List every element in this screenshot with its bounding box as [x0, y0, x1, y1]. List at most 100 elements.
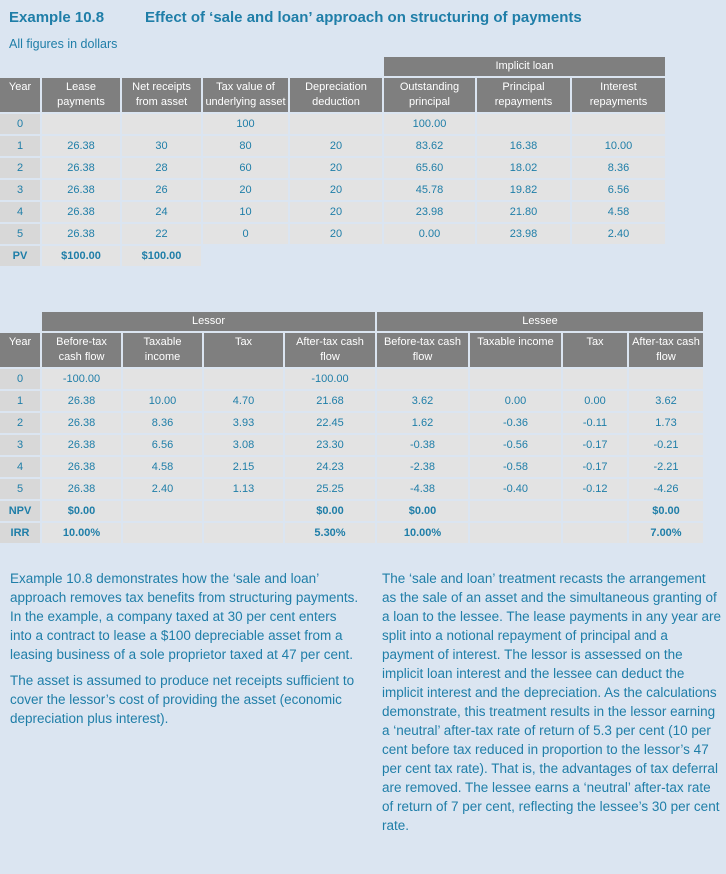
column-header: Tax	[563, 333, 627, 367]
table-cell: 45.78	[384, 180, 475, 200]
table-cell: -0.36	[470, 413, 561, 433]
row-label: 3	[0, 180, 40, 200]
table-cell: 26.38	[42, 435, 121, 455]
table-cell: 10.00%	[42, 523, 121, 543]
table-cell	[563, 523, 627, 543]
table-cell: $0.00	[285, 501, 375, 521]
table-cell: 0.00	[384, 224, 475, 244]
table-cell: 1.13	[204, 479, 283, 499]
table-cell: 30	[122, 136, 201, 156]
table-cell: 10.00%	[377, 523, 468, 543]
left-text-column: Example 10.8 demonstrates how the ‘sale …	[10, 569, 360, 735]
table-cell: 26.38	[42, 413, 121, 433]
table-cell: 10	[203, 202, 288, 222]
table-row: IRR 10.00% 5.30% 10.00% 7.00%	[0, 523, 703, 543]
row-label: 5	[0, 479, 40, 499]
column-header: Depreciation deduction	[290, 78, 382, 112]
table-row: 1 26.38 30 80 20 83.62 16.38 10.00	[0, 136, 665, 156]
table-cell: 3.62	[377, 391, 468, 411]
row-label: 2	[0, 158, 40, 178]
table-cell: 7.00%	[629, 523, 703, 543]
table-cell: 0.00	[563, 391, 627, 411]
row-label: 3	[0, 435, 40, 455]
table-cell: 3.08	[204, 435, 283, 455]
column-header: Taxable income	[123, 333, 202, 367]
table-cell: 26.38	[42, 224, 120, 244]
group-header-implicit-loan: Implicit loan	[384, 57, 665, 76]
table-cell: 20	[290, 202, 382, 222]
paragraph: Example 10.8 demonstrates how the ‘sale …	[10, 571, 359, 662]
table-cell	[123, 523, 202, 543]
table-cell: 25.25	[285, 479, 375, 499]
row-label: 2	[0, 413, 40, 433]
row-label: 0	[0, 114, 40, 134]
column-header: Tax	[204, 333, 283, 367]
column-header: Outstanding principal	[384, 78, 475, 112]
table-cell	[377, 369, 468, 389]
table-cell: 0.00	[470, 391, 561, 411]
table-cell: -0.38	[377, 435, 468, 455]
example-number: Example 10.8	[9, 9, 105, 26]
table-cell: 24.23	[285, 457, 375, 477]
table-cell: 26.38	[42, 136, 120, 156]
table-cell: 26.38	[42, 457, 121, 477]
table-row: 3 26.38 26 20 20 45.78 19.82 6.56	[0, 180, 665, 200]
table-cell: 4.70	[204, 391, 283, 411]
paragraph: The ‘sale and loan’ treatment recasts th…	[382, 571, 721, 833]
table-cell: 21.80	[477, 202, 570, 222]
table-cell: 80	[203, 136, 288, 156]
table-cell: -0.12	[563, 479, 627, 499]
table-cell: $0.00	[42, 501, 121, 521]
units-note: All figures in dollars	[9, 37, 118, 51]
table-cell: 20	[290, 224, 382, 244]
table-cell: 1.62	[377, 413, 468, 433]
table-cell	[470, 523, 561, 543]
table-cell: -100.00	[42, 369, 121, 389]
row-label: IRR	[0, 523, 40, 543]
table-cell: -0.21	[629, 435, 703, 455]
column-header: Year	[0, 78, 40, 112]
table-row: PV $100.00 $100.00	[0, 246, 665, 266]
table-cell: 3.93	[204, 413, 283, 433]
table-cell: 26.38	[42, 180, 120, 200]
table-cell: 20	[290, 158, 382, 178]
table-row: 5 26.38 2.40 1.13 25.25 -4.38 -0.40 -0.12 -4.26	[0, 479, 703, 499]
table-cell	[477, 114, 570, 134]
row-label: 1	[0, 391, 40, 411]
table-cell: 4.58	[123, 457, 202, 477]
table-cell: -0.56	[470, 435, 561, 455]
table-cell: 26.38	[42, 158, 120, 178]
table-cell: 22	[122, 224, 201, 244]
table-cell	[204, 523, 283, 543]
column-header: Lease payments	[42, 78, 120, 112]
table-cell: 0	[203, 224, 288, 244]
table-cell: -4.38	[377, 479, 468, 499]
table-cell: 10.00	[123, 391, 202, 411]
table-row: 0 -100.00 -100.00	[0, 369, 703, 389]
table-cell: 8.36	[572, 158, 665, 178]
table-cell: 19.82	[477, 180, 570, 200]
table-cell: 1.73	[629, 413, 703, 433]
paragraph: The asset is assumed to produce net rece…	[10, 673, 355, 726]
table-cell	[629, 369, 703, 389]
table-cell: $0.00	[377, 501, 468, 521]
table-cell: 28	[122, 158, 201, 178]
column-header: Taxable income	[470, 333, 561, 367]
table-cell: $100.00	[122, 246, 201, 266]
column-header: Before-tax cash flow	[42, 333, 121, 367]
table-cell: 20	[203, 180, 288, 200]
table-cell: -0.17	[563, 457, 627, 477]
table-cell: 26.38	[42, 391, 121, 411]
table-cell	[204, 369, 283, 389]
table-cell: 24	[122, 202, 201, 222]
table-cell: $0.00	[629, 501, 703, 521]
table-cell: 6.56	[123, 435, 202, 455]
table-cell	[563, 369, 627, 389]
group-header-lessee: Lessee	[377, 312, 703, 331]
row-label: 4	[0, 457, 40, 477]
table-cell: 100	[203, 114, 288, 134]
table-cell: 65.60	[384, 158, 475, 178]
table-cell: 5.30%	[285, 523, 375, 543]
table-cell: 83.62	[384, 136, 475, 156]
table-cell: 21.68	[285, 391, 375, 411]
